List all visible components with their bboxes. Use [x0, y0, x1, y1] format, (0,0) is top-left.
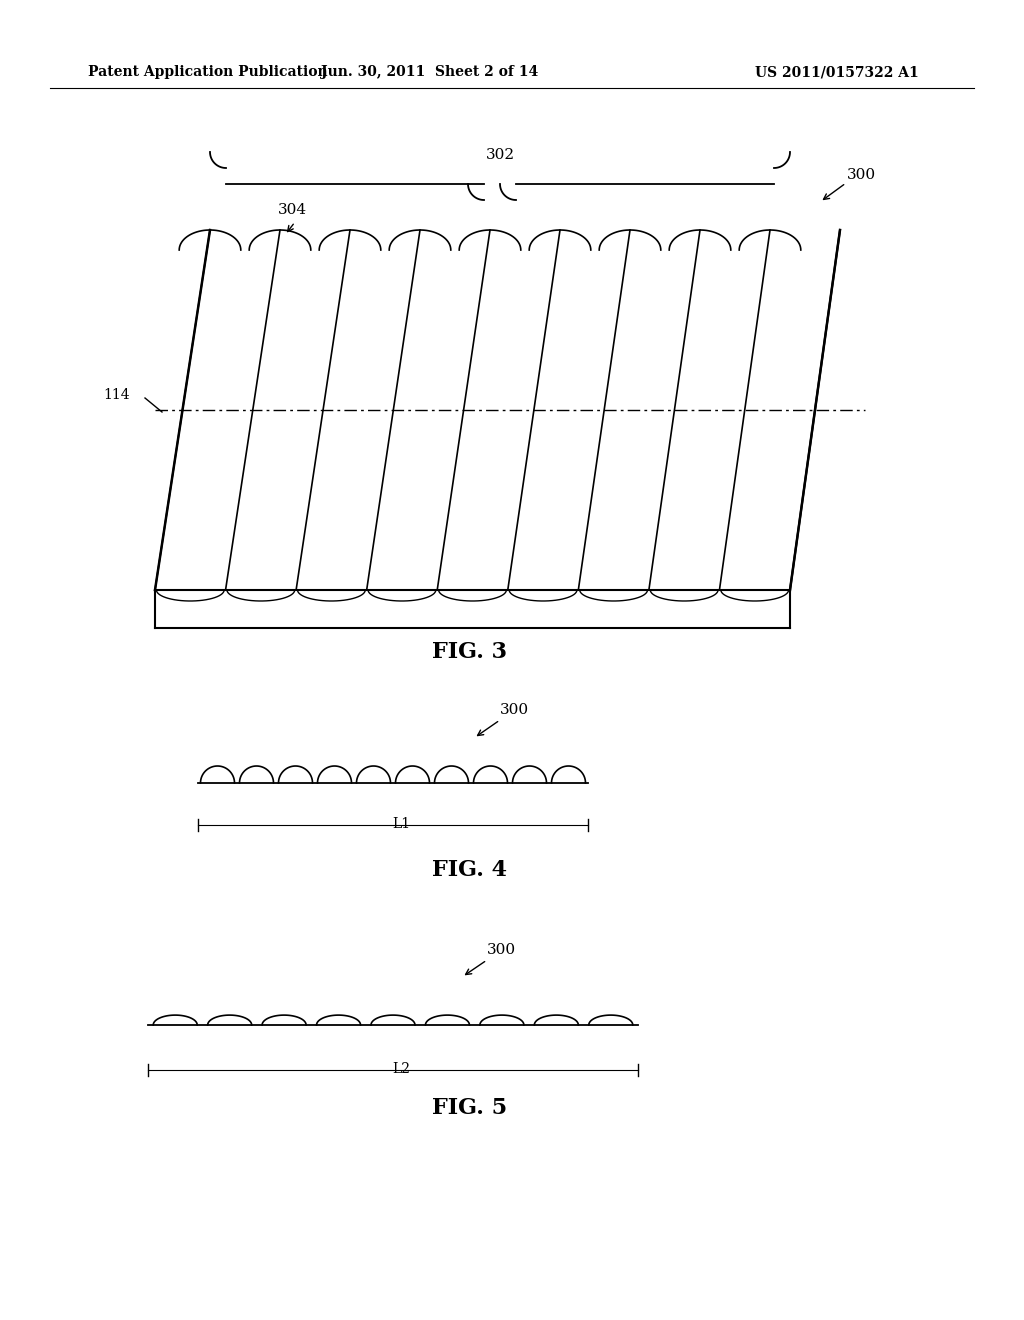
Text: 304: 304: [278, 203, 307, 216]
Text: L2: L2: [392, 1063, 410, 1076]
Text: Patent Application Publication: Patent Application Publication: [88, 65, 328, 79]
Text: 300: 300: [487, 942, 516, 957]
Text: 302: 302: [485, 148, 515, 162]
Text: L1: L1: [392, 817, 410, 832]
Text: FIG. 5: FIG. 5: [432, 1097, 508, 1119]
Text: FIG. 4: FIG. 4: [432, 859, 508, 880]
Text: Jun. 30, 2011  Sheet 2 of 14: Jun. 30, 2011 Sheet 2 of 14: [322, 65, 539, 79]
Text: 300: 300: [500, 704, 529, 717]
Text: 300: 300: [847, 168, 877, 182]
Text: FIG. 3: FIG. 3: [432, 642, 508, 663]
Text: US 2011/0157322 A1: US 2011/0157322 A1: [755, 65, 919, 79]
Text: 114: 114: [103, 388, 130, 403]
